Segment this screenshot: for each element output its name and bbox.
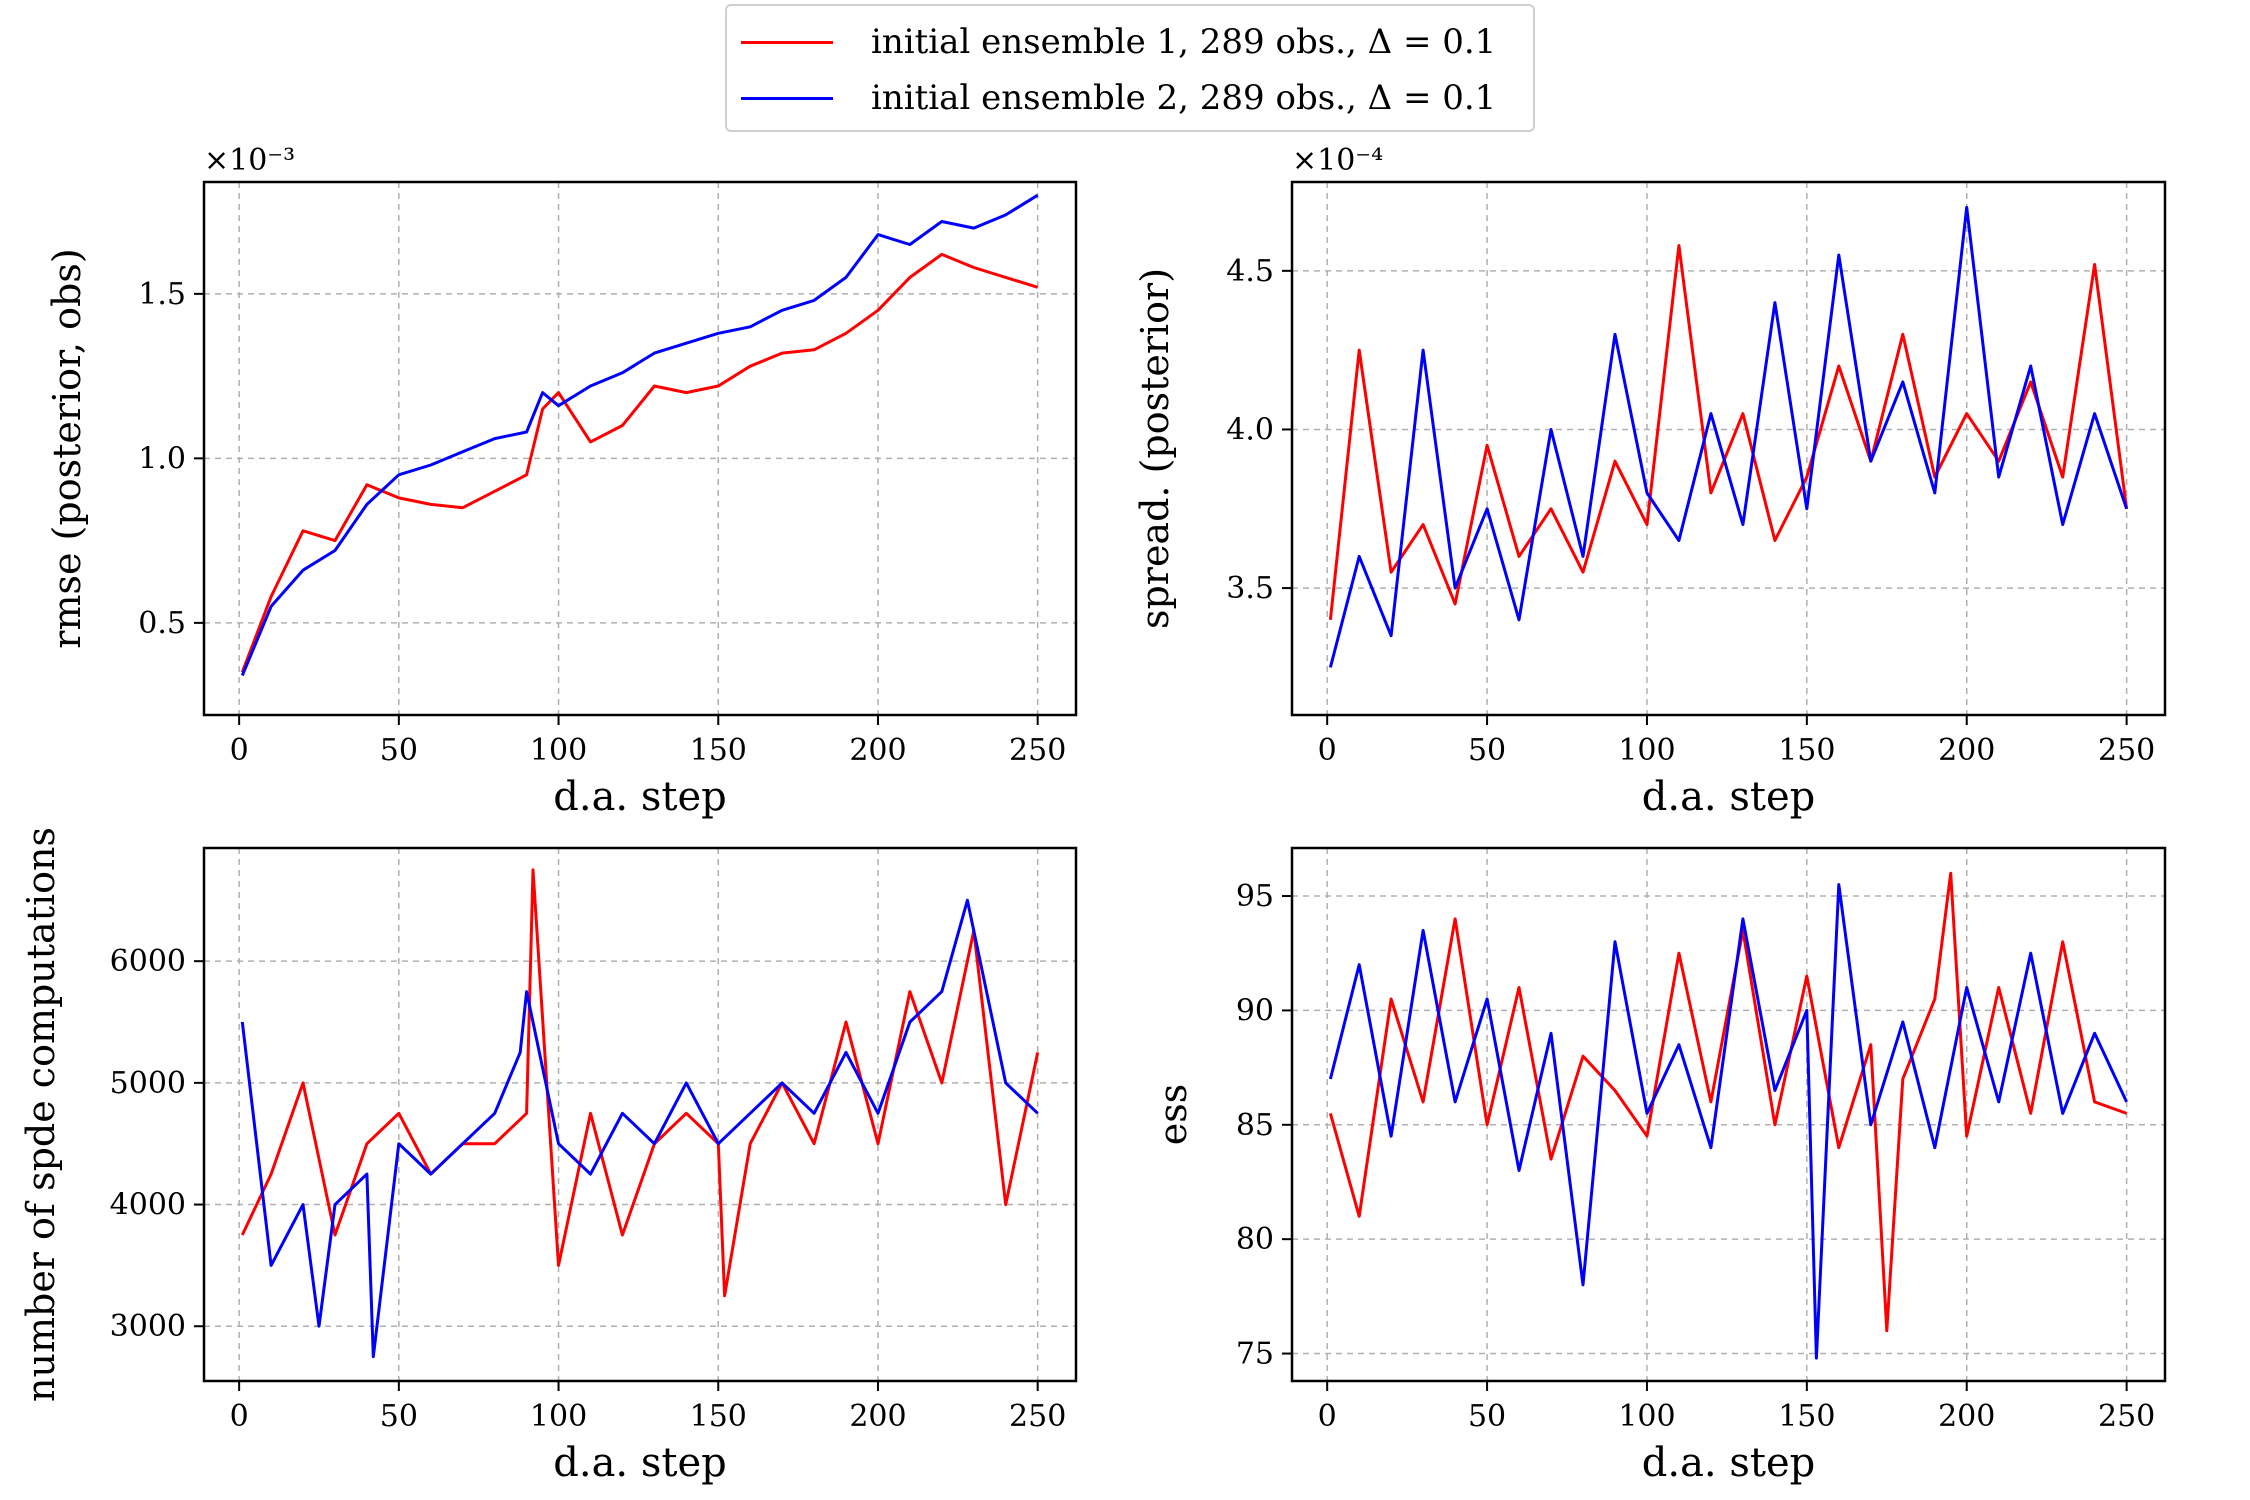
x-tick-label: 100 [1618,733,1675,768]
x-tick-label: 100 [1618,1399,1675,1434]
y-tick-label: 3.5 [1226,571,1274,606]
x-axis-label: d.a. step [553,1440,726,1486]
y-axis-multiplier: ×10⁻⁴ [1292,143,1383,178]
y-axis-label: ess [1151,1084,1195,1146]
axes-frame [202,180,1078,717]
y-axis-multiplier: ×10⁻³ [204,143,295,178]
x-tick-label: 50 [1468,733,1506,768]
legend-line-ensemble-2 [741,96,833,100]
y-tick-label: 75 [1236,1337,1274,1372]
x-tick-label: 200 [1938,1399,1995,1434]
x-tick-label: 0 [230,733,249,768]
x-tick-label: 200 [849,733,906,768]
legend-entry-1: initial ensemble 1, 289 obs., Δ = 0.1 [741,20,1496,64]
x-tick-label: 200 [849,1399,906,1434]
x-tick-label: 250 [2098,733,2155,768]
x-tick-label: 150 [690,1399,747,1434]
x-tick-label: 50 [1468,1399,1506,1434]
series-group [1328,871,2128,1360]
x-tick-label: 50 [380,733,418,768]
y-tick-label: 0.5 [138,606,186,641]
y-tick-label: 1.5 [138,277,186,312]
x-axis-label: d.a. step [1642,1440,1815,1486]
y-tick-label: 1.0 [138,441,186,476]
y-axis-label: spread. (posterior) [1133,268,1177,629]
x-tick-label: 250 [2098,1399,2155,1434]
y-axis-label: number of spde computations [19,827,63,1402]
series-line-1 [1328,244,2129,620]
series-group [240,868,1040,1359]
y-tick-label: 6000 [110,944,186,979]
axes-frame [202,846,1078,1383]
x-tick-label: 150 [690,733,747,768]
chart-rmse: 0 50 100 150 200 250 0.5 1.0 1.5 d.a. step rmse (p… [45,143,1078,820]
x-axis-label: d.a. step [553,774,726,820]
y-tick-label: 4.5 [1226,254,1274,289]
y-tick-label: 5000 [110,1066,186,1101]
y-tick-label: 3000 [110,1309,186,1344]
x-tick-label: 250 [1009,1399,1066,1434]
y-tick-label: 4000 [110,1188,186,1223]
y-tick-label: 95 [1236,879,1274,914]
series-line-2 [1328,205,2129,668]
y-tick-label: 80 [1236,1222,1274,1257]
legend: initial ensemble 1, 289 obs., Δ = 0.1 in… [725,4,1535,132]
series-line-2 [240,193,1039,677]
series-line-2 [1328,883,2128,1360]
x-tick-label: 200 [1938,733,1995,768]
x-tick-label: 0 [1318,733,1337,768]
y-axis-label: rmse (posterior, obs) [45,248,89,648]
x-tick-label: 150 [1778,733,1835,768]
axes-frame [1290,180,2167,717]
legend-line-ensemble-1 [741,40,833,44]
chart-spread: 0 50 100 150 200 250 3.5 4.0 4.5 d.a. step spread.… [1133,143,2167,820]
x-tick-label: 100 [530,733,587,768]
x-tick-label: 250 [1009,733,1066,768]
series-line-1 [1328,871,2128,1333]
series-line-1 [240,252,1039,673]
y-tick-label: 85 [1236,1108,1274,1143]
y-tick-label: 90 [1236,993,1274,1028]
x-axis-label: d.a. step [1642,774,1815,820]
x-tick-label: 50 [380,1399,418,1434]
axes-frame [1290,846,2167,1383]
x-tick-label: 0 [1318,1399,1337,1434]
series-group [1328,205,2129,668]
series-group [240,193,1039,677]
chart-ess: 0 50 100 150 200 250 75 80 85 90 95 d.a. step ess [1151,846,2167,1486]
x-tick-label: 150 [1778,1399,1835,1434]
chart-spde: 0 50 100 150 200 250 3000 4000 5000 6000 d.a. step… [19,827,1078,1486]
series-line-2 [240,898,1039,1359]
x-tick-label: 0 [230,1399,249,1434]
legend-entry-2: initial ensemble 2, 289 obs., Δ = 0.1 [741,76,1496,120]
legend-label-ensemble-2: initial ensemble 2, 289 obs., Δ = 0.1 [871,78,1497,118]
legend-label-ensemble-1: initial ensemble 1, 289 obs., Δ = 0.1 [871,22,1497,62]
y-tick-label: 4.0 [1226,412,1274,447]
x-tick-label: 100 [530,1399,587,1434]
